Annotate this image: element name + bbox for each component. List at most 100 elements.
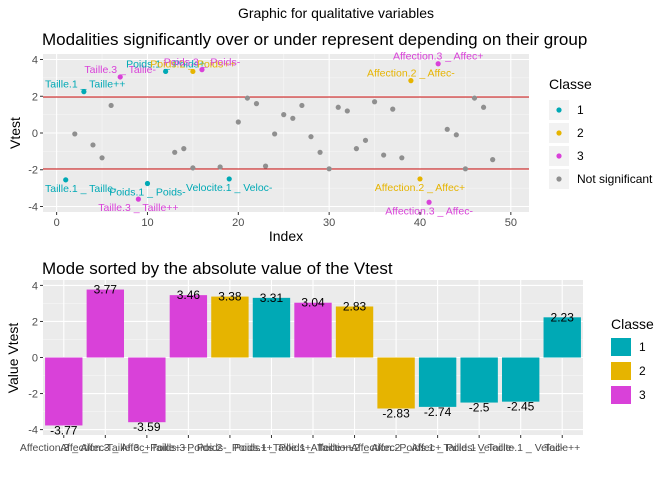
scatter-point-not-significant bbox=[317, 149, 323, 155]
scatter-point-class-1 bbox=[81, 89, 87, 95]
scatter-point-label: Velocite.1 _ Veloc- bbox=[186, 182, 273, 194]
scatter-legend-label: 3 bbox=[577, 149, 584, 163]
bar-value-label: 2.83 bbox=[343, 299, 367, 313]
bar-legend-key-2 bbox=[611, 362, 631, 380]
scatter-point-not-significant bbox=[235, 119, 241, 125]
scatter-point-not-significant bbox=[371, 99, 378, 105]
scatter-point-not-significant bbox=[462, 166, 469, 172]
bar-title: Mode sorted by the absolute value of the… bbox=[42, 259, 393, 278]
scatter-x-tick-label: 40 bbox=[414, 217, 426, 229]
bar-0 bbox=[45, 357, 83, 426]
bar-value-label: 3.04 bbox=[301, 296, 325, 310]
scatter-point-class-3 bbox=[117, 74, 123, 80]
bar-value-label: 3.77 bbox=[94, 283, 118, 297]
bar-x-tick-label: Affection.3 _ Affec- bbox=[20, 442, 108, 454]
scatter-y-tick-label: 4 bbox=[32, 55, 38, 67]
scatter-point-not-significant bbox=[326, 166, 332, 172]
scatter-point-not-significant bbox=[272, 131, 278, 137]
scatter-point-label: Affection.3 _ Affec- bbox=[385, 205, 473, 217]
scatter-point-not-significant bbox=[490, 157, 496, 163]
scatter-legend-label: Not significant bbox=[577, 172, 653, 186]
scatter-point-not-significant bbox=[262, 163, 269, 169]
bar-1 bbox=[86, 289, 124, 358]
scatter-point-not-significant bbox=[108, 102, 114, 109]
scatter-x-tick-label: 10 bbox=[141, 217, 153, 229]
bar-legend-title: Classe bbox=[611, 316, 654, 332]
scatter-point-not-significant bbox=[217, 164, 223, 170]
scatter-point-not-significant bbox=[172, 149, 178, 155]
scatter-point-class-2 bbox=[417, 176, 423, 182]
bar-legend-label: 3 bbox=[639, 388, 646, 402]
scatter-point-not-significant bbox=[381, 152, 387, 158]
scatter-threshold-lines bbox=[43, 96, 529, 170]
scatter-point-class-2 bbox=[408, 78, 414, 84]
scatter-y-axis-title: Vtest bbox=[7, 117, 23, 149]
bar-8 bbox=[377, 357, 415, 409]
scatter-point-not-significant bbox=[190, 165, 196, 171]
scatter-point-label: Taille.3 _ Taille++ bbox=[98, 202, 178, 214]
bar-x-tick-label: Taille.1 _ Taille- bbox=[443, 442, 515, 454]
bar-y-tick-label: 0 bbox=[32, 353, 38, 365]
bar-y-tick-label: 4 bbox=[32, 280, 38, 292]
scatter-point-label: Affection.3 _ Affec+ bbox=[393, 51, 483, 63]
scatter-point-class-1 bbox=[163, 68, 169, 75]
scatter-x-tick-label: 0 bbox=[54, 217, 60, 229]
bar-x-tick-label: Taille.3 _ Taille++ bbox=[107, 442, 187, 454]
bar-value-labels: -3.773.77-3.593.46 3.38 3.31 3.04 2.83-2.83-… bbox=[50, 283, 574, 438]
scatter-point-not-significant bbox=[244, 95, 250, 101]
scatter-point-not-significant bbox=[281, 112, 287, 118]
bar-x-tick-label: Taille.1 _ Taille++ bbox=[273, 442, 353, 454]
bar-value-label: 3.31 bbox=[260, 291, 284, 305]
scatter-legend-label: 2 bbox=[577, 126, 584, 140]
scatter-x-tick-label: 50 bbox=[505, 217, 517, 229]
bar-value-label: 3.46 bbox=[177, 288, 201, 302]
bar-legend-key-1 bbox=[611, 338, 631, 356]
scatter-point-not-significant bbox=[344, 108, 350, 114]
scatter-point-not-significant bbox=[99, 155, 105, 161]
scatter-point-label: Taille.1 _ Taille++ bbox=[45, 79, 125, 91]
bar-3 bbox=[169, 295, 208, 358]
bar-y-tick-label: -2 bbox=[28, 389, 38, 401]
bar-5 bbox=[252, 297, 291, 358]
scatter-x-tick-label: 30 bbox=[323, 217, 335, 229]
bar-x-tick-label: Taille++ bbox=[544, 442, 580, 454]
scatter-legend-key-2 bbox=[556, 130, 562, 136]
scatter-point-not-significant bbox=[72, 131, 78, 137]
scatter-point-class-3 bbox=[435, 61, 441, 67]
scatter-point-label: Affection.2 _ Affec- bbox=[367, 68, 455, 80]
bar-value-label: -3.77 bbox=[50, 423, 78, 437]
scatter-point-label: Taille.3 _ Taille- bbox=[84, 64, 156, 76]
scatter-point-class-3 bbox=[135, 196, 141, 202]
bar-legend-label: 2 bbox=[639, 364, 646, 378]
bar-7 bbox=[335, 306, 374, 358]
scatter-x-tick-label: 20 bbox=[232, 217, 244, 229]
scatter-legend-key-ns bbox=[556, 176, 562, 182]
scatter-point-not-significant bbox=[480, 104, 487, 110]
scatter-point-not-significant bbox=[181, 146, 187, 152]
scatter-point-label: Affection.2 _ Affec+ bbox=[375, 182, 465, 194]
bar-value-label: -2.74 bbox=[424, 405, 452, 419]
scatter-point-not-significant bbox=[308, 134, 314, 140]
scatter-point-not-significant bbox=[290, 115, 296, 121]
bar-axis-ticks: -4 -2 0 2 4 Affection.3 _ Affec-Affection.3 _… bbox=[20, 280, 580, 454]
scatter-point-label: Poids.1 _ Poids- bbox=[109, 187, 186, 199]
scatter-point-label: Poids.3 _ Poids- bbox=[164, 57, 241, 69]
bar-series bbox=[45, 289, 581, 426]
scatter-point-label: Poids.2 _ Poids++ bbox=[150, 58, 235, 70]
scatter-legend-label: 1 bbox=[577, 103, 584, 117]
bar-10 bbox=[460, 357, 498, 403]
bar-x-tick-label: Poids.1 _ Poids+ bbox=[232, 442, 311, 454]
scatter-point-not-significant bbox=[253, 101, 260, 107]
scatter-points bbox=[63, 61, 496, 205]
bar-12 bbox=[543, 317, 581, 358]
scatter-point-not-significant bbox=[353, 146, 360, 152]
scatter-point-not-significant bbox=[299, 102, 305, 109]
scatter-point-not-significant bbox=[444, 126, 450, 132]
scatter-y-tick-label: 2 bbox=[32, 91, 38, 103]
scatter-point-not-significant bbox=[362, 137, 369, 143]
scatter-point-class-2 bbox=[190, 68, 196, 75]
bar-legend-label: 1 bbox=[639, 340, 646, 354]
bar-x-tick-label: Velocite.1 _ Veloc- bbox=[477, 442, 564, 454]
bar-11 bbox=[502, 357, 540, 402]
bar-9 bbox=[418, 357, 457, 407]
